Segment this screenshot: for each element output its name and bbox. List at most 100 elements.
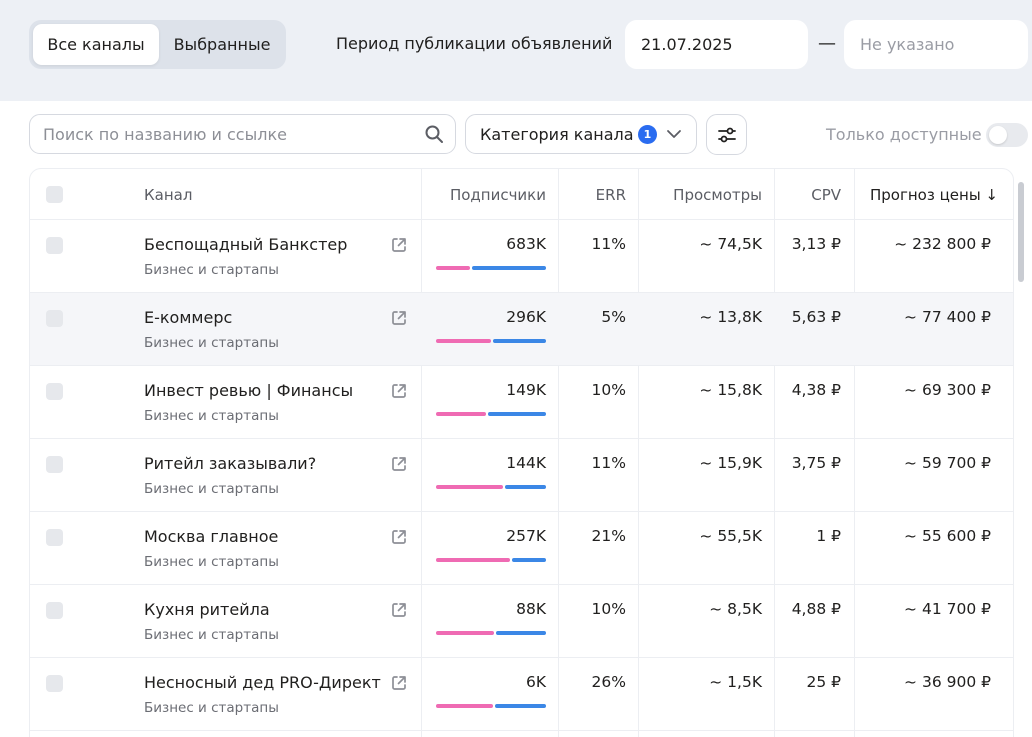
subscribers-value: 257K — [506, 527, 546, 545]
subscribers-value: 296K — [506, 308, 546, 326]
table-header: Канал Подписчики ERR Просмотры CPV Прогн… — [30, 169, 1013, 220]
err-value: 11% — [591, 235, 626, 253]
subscribers-value: 144K — [506, 454, 546, 472]
row-checkbox[interactable] — [46, 529, 63, 546]
views-value: ~ 1,5K — [709, 673, 762, 691]
row-checkbox[interactable] — [46, 310, 63, 327]
external-link-icon[interactable] — [390, 601, 408, 619]
column-views[interactable]: Просмотры — [673, 186, 762, 204]
audience-bar-blue — [488, 412, 546, 416]
channel-name[interactable]: Несносный дед PRO-Директ — [144, 673, 381, 692]
table-row[interactable]: Кухня ритейла Бизнес и стартапы 88K 10% ~ 8,… — [30, 585, 1013, 658]
column-channel[interactable]: Канал — [144, 186, 193, 204]
price-forecast-value: ~ 41 700 ₽ — [904, 600, 991, 618]
audience-bar-blue — [472, 266, 546, 270]
external-link-icon[interactable] — [390, 309, 408, 327]
table-row[interactable]: Ритейл заказывали? Бизнес и стартапы 144K 1… — [30, 439, 1013, 512]
audience-bar-blue — [496, 631, 546, 635]
err-value: 26% — [591, 673, 626, 691]
channel-name[interactable]: Кухня ритейла — [144, 600, 270, 619]
date-from-input[interactable]: 21.07.2025 — [625, 20, 808, 69]
price-forecast-value: ~ 55 600 ₽ — [904, 527, 991, 545]
channel-category: Бизнес и стартапы — [144, 700, 279, 716]
date-range-dash: — — [818, 33, 836, 54]
cpv-value: 3,13 ₽ — [791, 235, 841, 253]
external-link-icon[interactable] — [390, 382, 408, 400]
tab-all-channels[interactable]: Все каналы — [33, 24, 159, 65]
audience-bar — [436, 704, 546, 708]
audience-bar-blue — [505, 485, 546, 489]
audience-bar — [436, 631, 546, 635]
views-value: ~ 15,9K — [699, 454, 762, 472]
column-divider — [774, 169, 775, 737]
channel-scope-switch: Все каналы Выбранные — [29, 20, 286, 69]
column-divider — [421, 169, 422, 737]
channel-category: Бизнес и стартапы — [144, 408, 279, 424]
audience-bar-pink — [436, 558, 510, 562]
views-value: ~ 8,5K — [709, 600, 762, 618]
audience-bar-pink — [436, 339, 491, 343]
channel-name[interactable]: Беспощадный Банкстер — [144, 235, 348, 254]
category-filter-label: Категория канала — [480, 125, 634, 144]
audience-bar-blue — [495, 704, 546, 708]
date-to-input[interactable]: Не указано — [844, 20, 1028, 69]
external-link-icon[interactable] — [390, 674, 408, 692]
subscribers-value: 683K — [506, 235, 546, 253]
table-row[interactable]: Москва главное Бизнес и стартапы 257K 21% ~ … — [30, 512, 1013, 585]
table-row[interactable]: Инвест ревью | Финансы Бизнес и стартапы 1… — [30, 366, 1013, 439]
search-icon[interactable] — [424, 124, 444, 144]
table-row[interactable]: Несносный дед PRO-Директ Бизнес и стартап… — [30, 658, 1013, 731]
external-link-icon[interactable] — [390, 236, 408, 254]
audience-bar — [436, 266, 546, 270]
external-link-icon[interactable] — [390, 455, 408, 473]
column-err[interactable]: ERR — [595, 186, 626, 204]
subscribers-value: 6K — [525, 673, 546, 691]
row-checkbox[interactable] — [46, 675, 63, 692]
audience-bar-pink — [436, 631, 494, 635]
table-scrollbar[interactable] — [1016, 176, 1026, 737]
toggle-knob — [989, 126, 1007, 144]
channel-category: Бизнес и стартапы — [144, 262, 279, 278]
channel-category: Бизнес и стартапы — [144, 481, 279, 497]
category-filter-dropdown[interactable]: Категория канала 1 — [465, 114, 697, 154]
only-available-toggle[interactable] — [986, 123, 1028, 147]
audience-bar-blue — [493, 339, 546, 343]
column-forecast[interactable]: Прогноз цены ↓ — [869, 186, 998, 204]
audience-bar-pink — [436, 485, 503, 489]
scrollbar-thumb[interactable] — [1018, 182, 1024, 282]
channel-category: Бизнес и стартапы — [144, 554, 279, 570]
audience-bar — [436, 485, 546, 489]
row-checkbox[interactable] — [46, 456, 63, 473]
cpv-value: 4,38 ₽ — [791, 381, 841, 399]
cpv-value: 3,75 ₽ — [791, 454, 841, 472]
external-link-icon[interactable] — [390, 528, 408, 546]
filters-panel: Все каналы Выбранные Период публикации о… — [0, 0, 1032, 101]
column-divider — [854, 169, 855, 737]
price-forecast-value: ~ 36 900 ₽ — [904, 673, 991, 691]
row-checkbox[interactable] — [46, 237, 63, 254]
filters-settings-button[interactable] — [706, 114, 747, 155]
channel-name[interactable]: Ритейл заказывали? — [144, 454, 317, 473]
search-placeholder: Поиск по названию и ссылке — [43, 125, 287, 144]
audience-bar — [436, 412, 546, 416]
price-forecast-value: ~ 59 700 ₽ — [904, 454, 991, 472]
cpv-value: 5,63 ₽ — [791, 308, 841, 326]
tab-selected-channels[interactable]: Выбранные — [173, 35, 271, 54]
price-forecast-value: ~ 69 300 ₽ — [904, 381, 991, 399]
err-value: 5% — [601, 308, 626, 326]
channel-category: Бизнес и стартапы — [144, 627, 279, 643]
row-checkbox[interactable] — [46, 383, 63, 400]
channel-category: Бизнес и стартапы — [144, 335, 279, 351]
search-input[interactable]: Поиск по названию и ссылке — [29, 114, 456, 154]
column-cpv[interactable]: CPV — [811, 186, 841, 204]
channel-name[interactable]: Инвест ревью | Финансы — [144, 381, 354, 400]
table-row[interactable]: Беспощадный Банкстер Бизнес и стартапы 683… — [30, 220, 1013, 293]
column-divider — [558, 169, 559, 737]
row-checkbox[interactable] — [46, 602, 63, 619]
channel-name[interactable]: Е-коммерс — [144, 308, 233, 327]
column-subscribers[interactable]: Подписчики — [449, 186, 546, 204]
channel-name[interactable]: Москва главное — [144, 527, 279, 546]
table-row[interactable]: Е-коммерс Бизнес и стартапы 296K 5% ~ 13,8K 5… — [30, 293, 1013, 366]
select-all-checkbox[interactable] — [46, 186, 63, 203]
err-value: 10% — [591, 600, 626, 618]
